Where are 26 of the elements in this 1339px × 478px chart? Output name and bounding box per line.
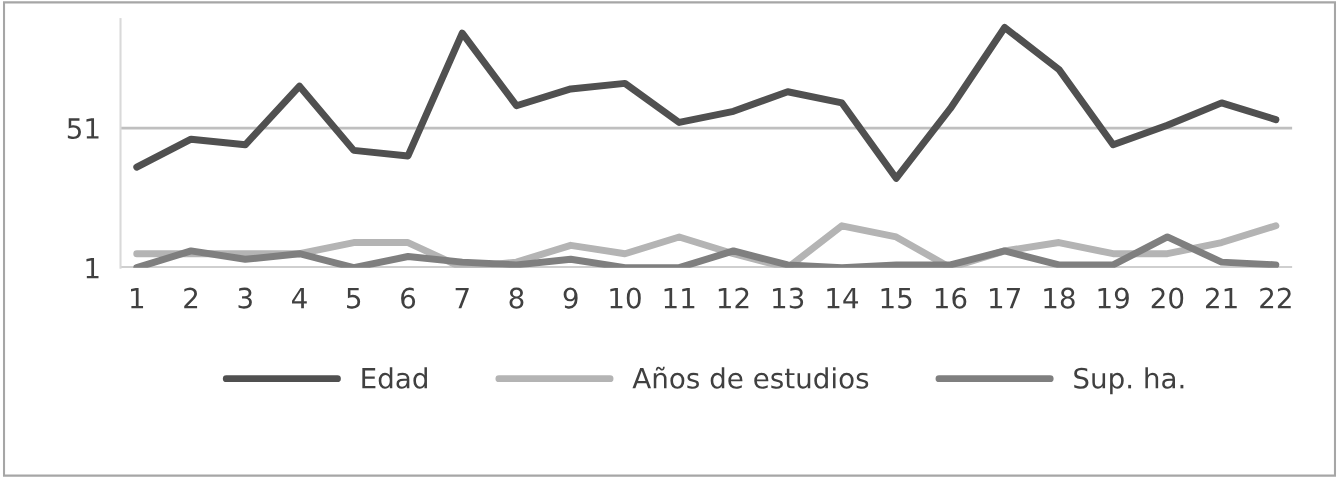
x-tick-label: 3 [238, 287, 252, 309]
x-tick-label: 7 [455, 287, 469, 309]
x-tick-label: 9 [563, 287, 578, 309]
x-tick-label: 6 [401, 287, 416, 309]
x-tick-label: 1 [131, 287, 144, 309]
legend-label: Sup. ha. [1074, 367, 1184, 395]
x-tick-label: 4 [292, 287, 307, 309]
x-tick-label: 13 [773, 287, 804, 309]
x-tick-label: 12 [718, 287, 749, 309]
x-tick-label: 14 [827, 287, 859, 309]
x-tick-label: 11 [664, 287, 695, 309]
x-tick-label: 20 [1151, 287, 1184, 309]
x-tick-label: 16 [935, 287, 967, 309]
x-tick-label: 21 [1205, 287, 1237, 309]
y-tick-label: 51 [67, 118, 99, 139]
x-tick-label: 22 [1260, 287, 1291, 309]
x-tick-label: 18 [1044, 287, 1075, 309]
x-tick-label: 17 [990, 287, 1020, 309]
x-tick-label: 15 [881, 287, 912, 309]
legend-label: Años de estudios [632, 366, 869, 389]
x-tick-label: 5 [347, 287, 361, 309]
x-tick-label: 19 [1098, 287, 1129, 309]
x-tick-label: 10 [610, 287, 641, 309]
x-tick-label: 8 [509, 287, 524, 309]
x-tick-label: 2 [184, 287, 198, 309]
legend-label: Edad [362, 367, 427, 389]
